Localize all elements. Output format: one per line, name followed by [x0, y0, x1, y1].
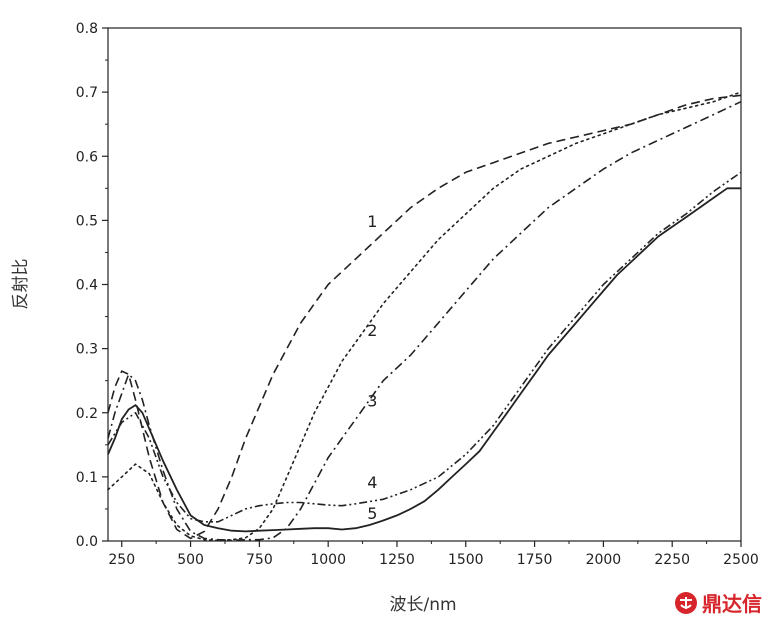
- x-tick-label: 2250: [654, 552, 690, 568]
- watermark-text: 鼎达信: [702, 592, 762, 616]
- series-line-1: [107, 94, 742, 540]
- x-tick-label: 2500: [723, 552, 759, 568]
- y-tick-label: 0.6: [76, 149, 98, 165]
- y-tick-label: 0.4: [76, 278, 98, 294]
- seal-logo-icon: [675, 591, 697, 614]
- x-tick-label: 500: [177, 552, 204, 568]
- y-tick-label: 0.5: [76, 213, 98, 229]
- series-label-2: 2: [367, 321, 377, 340]
- plot-frame: [107, 27, 742, 542]
- x-axis-label: 波长/nm: [389, 595, 456, 615]
- series-label-5: 5: [367, 504, 377, 523]
- series-label-1: 1: [367, 212, 377, 231]
- x-tick-label: 1500: [448, 552, 484, 568]
- y-tick-label: 0.2: [76, 406, 98, 422]
- x-tick-label: 750: [246, 552, 273, 568]
- series-labels: 1 2 3 4 5: [367, 212, 377, 523]
- watermark: 鼎达信: [674, 588, 762, 617]
- y-tick-label: 0.1: [76, 470, 98, 486]
- series-layer: [107, 91, 742, 542]
- x-tick-label: 250: [108, 552, 135, 568]
- y-tick-label: 0.8: [76, 21, 98, 37]
- series-line-4: [107, 171, 742, 523]
- y-axis-ticks: 0.0 0.1 0.2 0.3 0.4 0.5 0.6 0.7 0.8: [76, 21, 108, 550]
- x-tick-label: 1750: [517, 552, 553, 568]
- x-tick-label: 2000: [586, 552, 622, 568]
- x-tick-label: 1250: [379, 552, 415, 568]
- series-line-5: [107, 187, 741, 533]
- x-tick-label: 1000: [310, 552, 346, 568]
- plot-border: [107, 27, 742, 542]
- y-tick-label: 0.0: [76, 534, 98, 550]
- series-label-4: 4: [367, 473, 377, 492]
- y-axis-label: 反射比: [11, 259, 31, 310]
- series-line-2: [107, 91, 742, 542]
- series-line-3: [107, 100, 742, 542]
- y-tick-label: 0.7: [76, 85, 98, 101]
- x-axis-ticks: 250 500 750 1000 1250 1500 1750 2000 2250 2500: [108, 541, 759, 568]
- y-tick-label: 0.3: [76, 342, 98, 358]
- series-label-3: 3: [367, 392, 377, 411]
